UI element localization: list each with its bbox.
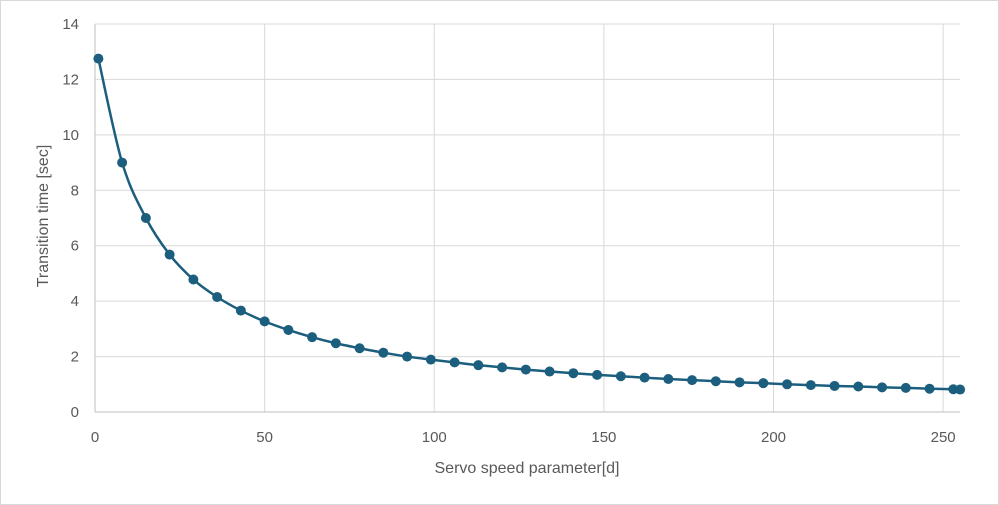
data-point: [425, 354, 436, 365]
data-point: [924, 383, 935, 394]
data-point: [140, 213, 151, 223]
y-tick-label: 8: [71, 182, 79, 199]
data-point: [235, 305, 246, 316]
y-tick-label: 14: [62, 16, 79, 33]
y-tick-label: 4: [71, 293, 79, 310]
x-tick-label: 150: [591, 429, 616, 446]
data-point: [687, 375, 698, 386]
data-point: [710, 376, 721, 387]
data-point: [758, 378, 769, 389]
x-tick-label: 200: [761, 429, 786, 446]
data-point: [568, 368, 579, 379]
data-point: [544, 366, 555, 377]
data-point: [955, 384, 966, 395]
data-point: [877, 382, 888, 393]
y-tick-label: 10: [62, 127, 79, 144]
x-axis-title: Servo speed parameter[d]: [435, 460, 620, 477]
data-point: [592, 369, 603, 380]
data-point: [782, 379, 793, 390]
data-point: [449, 357, 460, 368]
y-tick-labels: 0 2 4 6 8 10 12 14: [62, 16, 79, 421]
data-point: [378, 347, 389, 358]
data-point: [188, 274, 199, 285]
data-point: [473, 360, 484, 371]
x-tick-label: 250: [931, 429, 956, 446]
data-point: [829, 380, 840, 391]
y-axis-title: Transition time [sec]: [35, 145, 52, 288]
y-tick-label: 6: [71, 238, 79, 255]
data-point: [663, 374, 674, 385]
x-tick-label: 50: [256, 429, 273, 446]
data-point: [164, 249, 175, 260]
data-point: [93, 53, 104, 64]
x-tick-labels: 0 50 100 150 200 250: [91, 429, 956, 446]
x-tick-label: 0: [91, 429, 99, 446]
y-tick-label: 0: [71, 404, 79, 421]
gridlines: [95, 23, 960, 412]
data-point: [354, 343, 365, 354]
x-tick-label: 100: [422, 429, 447, 446]
data-point: [497, 362, 508, 373]
data-point: [639, 372, 650, 383]
data-point: [520, 364, 531, 375]
data-point: [259, 316, 270, 327]
data-point: [117, 157, 128, 168]
data-point: [805, 380, 816, 391]
series-line: [97, 58, 961, 391]
data-point: [900, 382, 911, 393]
data-points: [93, 53, 966, 395]
data-point: [734, 377, 745, 388]
y-tick-label: 12: [62, 71, 79, 88]
data-point: [307, 332, 318, 343]
axes: [94, 24, 960, 413]
data-point: [402, 351, 413, 362]
data-point: [212, 291, 223, 302]
y-tick-label: 2: [71, 349, 79, 366]
data-point: [330, 338, 341, 349]
data-point: [283, 324, 294, 335]
data-point: [615, 371, 626, 382]
data-point: [853, 381, 864, 392]
